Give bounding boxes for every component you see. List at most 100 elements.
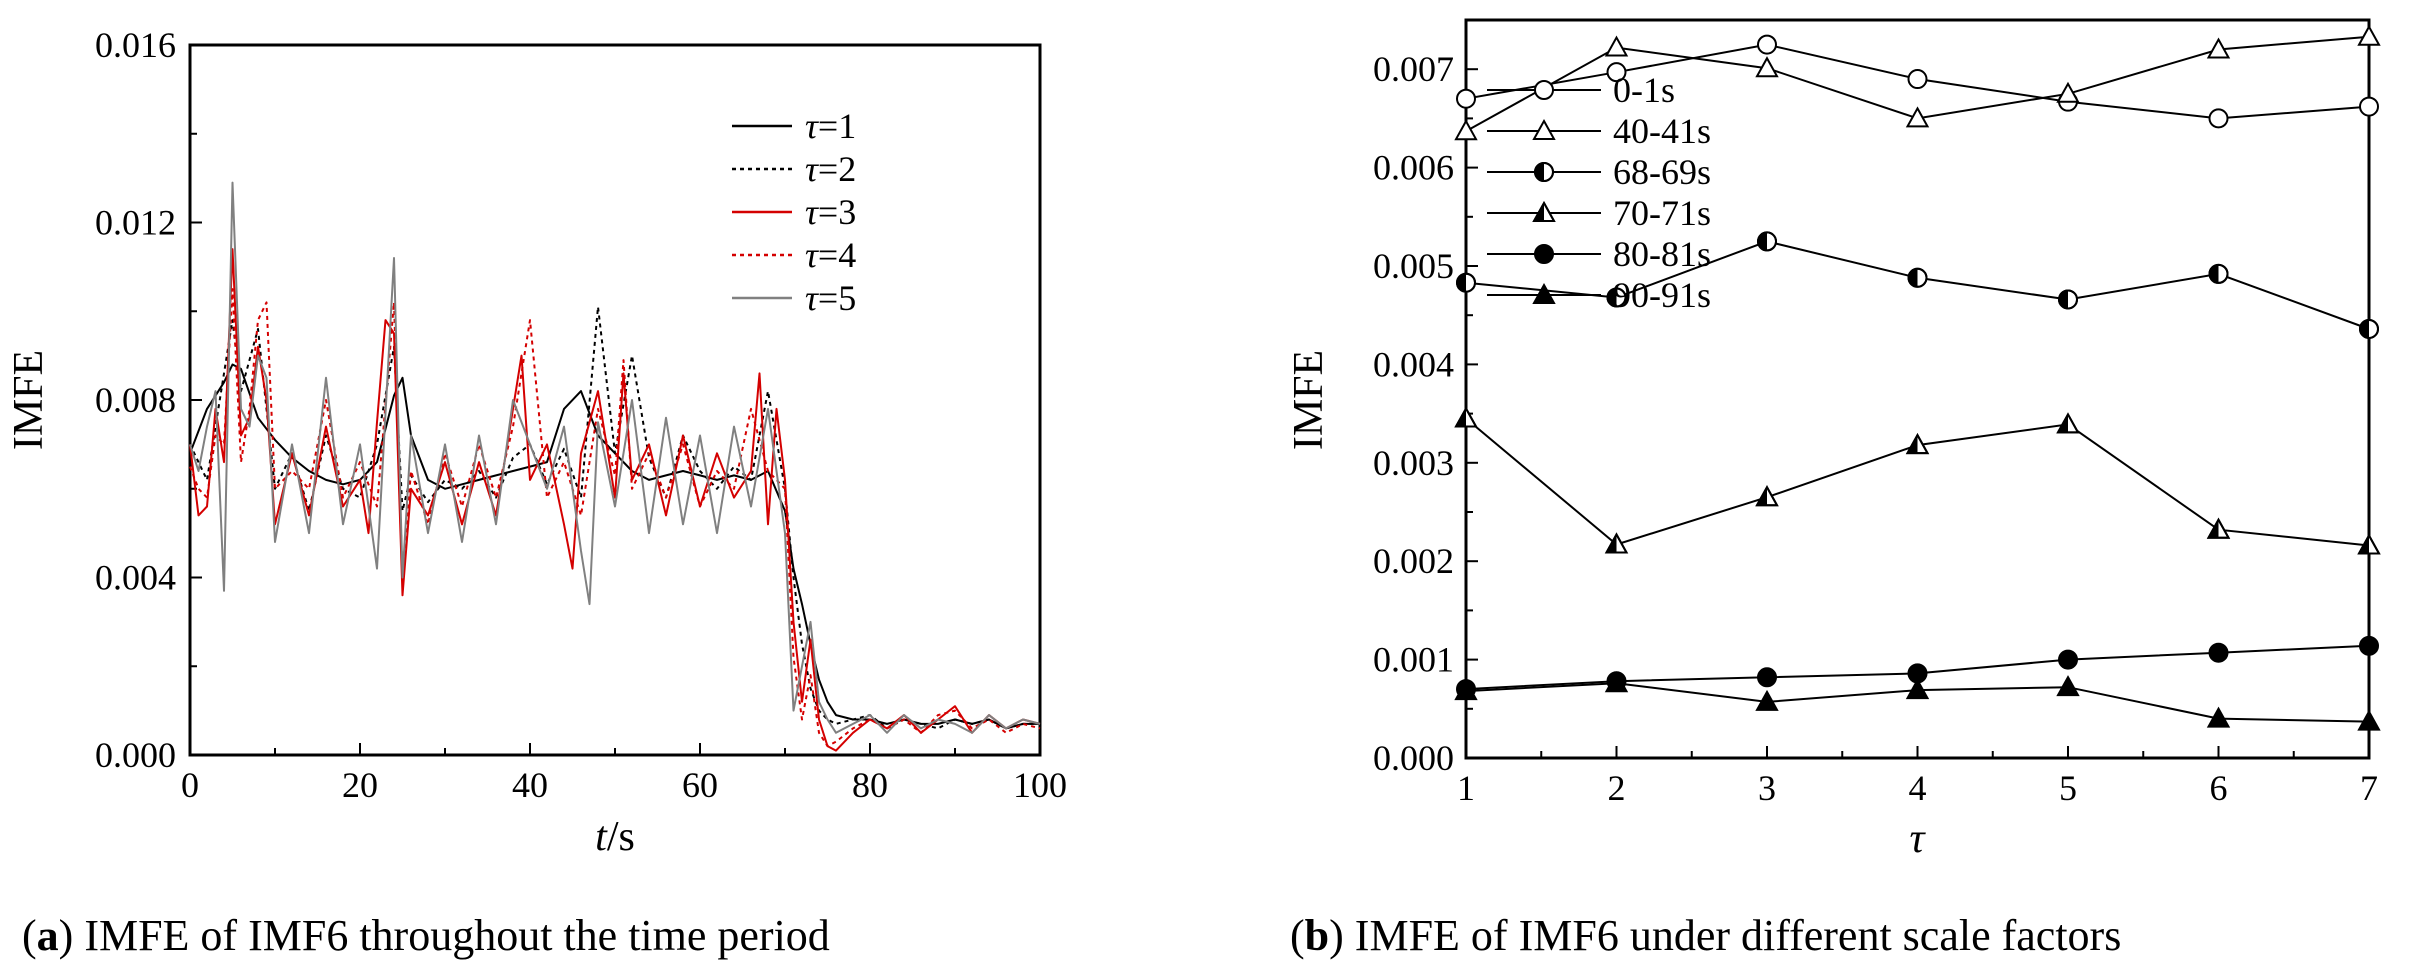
chart-a-series-line-tau-3 xyxy=(189,248,1041,752)
chart-b-point-40-41s-6 xyxy=(2206,37,2231,59)
chart-a-ticks: 0 20 40 60 80 100 0.000 0.004 0.008 0.012 0.016 xyxy=(95,25,1067,805)
chart-b-legend-label-0-1s: 0-1s xyxy=(1613,70,1675,110)
chart-b-point-80-81s-6-shape xyxy=(2208,642,2229,663)
chart-b-point-40-41s-4-shape xyxy=(1905,106,1930,128)
chart-b-point-80-81s-5-shape xyxy=(2058,649,2078,670)
chart-b-y-tick-label: 0.002 xyxy=(1373,541,1454,581)
chart-a-y-tick-label: 0.016 xyxy=(95,25,176,65)
chart-a-y-tick-label: 0.004 xyxy=(95,558,176,598)
chart-b-x-tick-label: 3 xyxy=(1758,768,1776,808)
chart-a-series xyxy=(189,181,1041,752)
chart-b-point-68-69s-1-ring xyxy=(1456,272,1476,293)
chart-b-point-70-71s-7 xyxy=(2357,533,2381,555)
chart-a-legend-var: τ xyxy=(805,192,819,232)
chart-b-point-68-69s-6-ring xyxy=(2208,263,2229,284)
chart-b-point-90-91s-6-shape xyxy=(2206,706,2231,728)
chart-b-plot-frame xyxy=(1464,18,2371,760)
chart-b-point-40-41s-5-shape xyxy=(2056,81,2080,103)
chart-a-y-tick-label: 0.000 xyxy=(95,735,176,775)
chart-b-point-80-81s-3-shape xyxy=(1757,667,1777,688)
chart-b-point-70-71s-3 xyxy=(1755,485,1779,507)
chart-a-series-line-tau-4 xyxy=(189,288,1041,748)
chart-b-point-90-91s-3 xyxy=(1755,689,1779,711)
chart-b-point-90-91s-6 xyxy=(2206,706,2231,728)
chart-a-y-tick-label: 0.008 xyxy=(95,380,176,420)
chart-b-y-tick-label: 0.006 xyxy=(1373,148,1454,188)
chart-a-x-axis-title: t/s xyxy=(595,814,635,860)
chart-b-point-0-1s-7-shape xyxy=(2359,96,2379,117)
chart-b-point-80-81s-3 xyxy=(1757,667,1777,688)
chart-b-point-0-1s-1 xyxy=(1456,88,1476,109)
chart-a-legend-value: =1 xyxy=(818,106,856,146)
chart-b-y-tick-label: 0.003 xyxy=(1373,443,1454,483)
chart-b-legend-marker-80-81s-shape xyxy=(1534,244,1554,264)
chart-b: 1 2 3 4 5 6 7 0.000 0.001 0.002 0.003 0.004 0.005 0.0… xyxy=(1286,18,2381,862)
chart-a-legend-value: =4 xyxy=(818,235,856,275)
chart-b-point-90-91s-5-shape xyxy=(2056,675,2080,697)
chart-b-point-70-71s-6 xyxy=(2206,517,2231,539)
chart-b-point-68-69s-3 xyxy=(1757,231,1777,252)
chart-b-x-tick-label: 2 xyxy=(1608,768,1626,808)
chart-a-legend-label-tau-3: τ=3 xyxy=(805,192,856,232)
chart-b-point-68-69s-2-ring xyxy=(1606,287,1627,308)
chart-b-point-90-91s-2-shape xyxy=(1604,671,1629,693)
chart-a-x-axis-unit: /s xyxy=(607,814,635,860)
chart-b-legend-marker-0-1s-shape xyxy=(1534,80,1554,100)
chart-a-series-line-tau-2 xyxy=(189,305,1040,730)
chart-b-point-90-91s-4-shape xyxy=(1905,678,1930,700)
chart-a-x-tick-label: 0 xyxy=(181,765,199,805)
chart-b-point-68-69s-5-ring xyxy=(2058,289,2078,310)
chart-b-y-tick-label: 0.005 xyxy=(1373,246,1454,286)
chart-b-point-70-71s-1 xyxy=(1454,406,1478,428)
chart-a-legend-value: =3 xyxy=(818,192,856,232)
chart-b-point-90-91s-1-shape xyxy=(1454,679,1478,701)
chart-b-point-90-91s-1 xyxy=(1454,679,1478,701)
chart-a-legend-label-tau-2: τ=2 xyxy=(805,149,856,189)
chart-b-legend-marker-0-1s xyxy=(1534,80,1554,100)
chart-b-legend-marker-40-41s-shape xyxy=(1532,118,1556,140)
chart-b-legend-marker-80-81s xyxy=(1534,244,1554,264)
chart-b-ticks: 1 2 3 4 5 6 7 0.000 0.001 0.002 0.003 0.004 0.005 0.0… xyxy=(1373,49,2378,808)
chart-b-y-tick-label: 0.007 xyxy=(1373,49,1454,89)
chart-b-point-68-69s-1 xyxy=(1456,272,1476,293)
chart-b-point-90-91s-3-shape xyxy=(1755,689,1779,711)
caption-a-text: IMFE of IMF6 throughout the time period xyxy=(84,911,830,960)
chart-a-x-tick-label: 40 xyxy=(512,765,548,805)
chart-b-point-0-1s-2-shape xyxy=(1606,62,1627,83)
chart-b-point-70-71s-3-ring xyxy=(1755,485,1779,507)
chart-b-x-axis-title: τ xyxy=(1909,816,1926,862)
chart-b-point-0-1s-3 xyxy=(1757,34,1777,55)
chart-b-legend-marker-90-91s-shape xyxy=(1532,282,1556,304)
chart-b-x-tick-label: 7 xyxy=(2360,768,2378,808)
chart-a-series-line-tau-5 xyxy=(189,181,1041,734)
chart-b-legend-label-90-91s: 90-91s xyxy=(1613,275,1711,315)
chart-b-point-68-69s-4-ring xyxy=(1907,267,1928,288)
chart-b-point-70-71s-7-ring xyxy=(2357,533,2381,555)
chart-a-legend-value: =2 xyxy=(818,149,856,189)
chart-b-point-40-41s-4 xyxy=(1905,106,1930,128)
chart-a-legend-label-tau-5: τ=5 xyxy=(805,278,856,318)
chart-b-y-tick-label: 0.004 xyxy=(1373,344,1454,384)
chart-a-legend-var: τ xyxy=(805,149,819,189)
chart-b-point-68-69s-4 xyxy=(1907,267,1928,288)
chart-b-y-axis-title: IMFE xyxy=(1286,350,1332,450)
chart-a-legend-label-tau-4: τ=4 xyxy=(805,235,856,275)
chart-b-point-80-81s-7-shape xyxy=(2359,635,2379,656)
chart-b-point-80-81s-6 xyxy=(2208,642,2229,663)
chart-b-point-68-69s-3-ring xyxy=(1757,231,1777,252)
chart-b-point-40-41s-3 xyxy=(1755,56,1779,78)
chart-b-point-40-41s-3-shape xyxy=(1755,56,1779,78)
chart-b-point-0-1s-7 xyxy=(2359,96,2379,117)
chart-b-legend-marker-68-69s-ring xyxy=(1534,162,1554,182)
chart-b-point-90-91s-2 xyxy=(1604,671,1629,693)
chart-a-x-tick-label: 80 xyxy=(852,765,888,805)
chart-b-legend-marker-68-69s xyxy=(1534,162,1554,182)
chart-b-point-68-69s-5 xyxy=(2058,289,2078,310)
chart-a-x-tick-label: 60 xyxy=(682,765,718,805)
chart-b-legend-label-70-71s: 70-71s xyxy=(1613,193,1711,233)
chart-b-x-tick-label: 5 xyxy=(2059,768,2077,808)
caption-b-letter: b xyxy=(1305,911,1329,960)
chart-b-legend-label-68-69s: 68-69s xyxy=(1613,152,1711,192)
chart-b-legend-label-80-81s: 80-81s xyxy=(1613,234,1711,274)
